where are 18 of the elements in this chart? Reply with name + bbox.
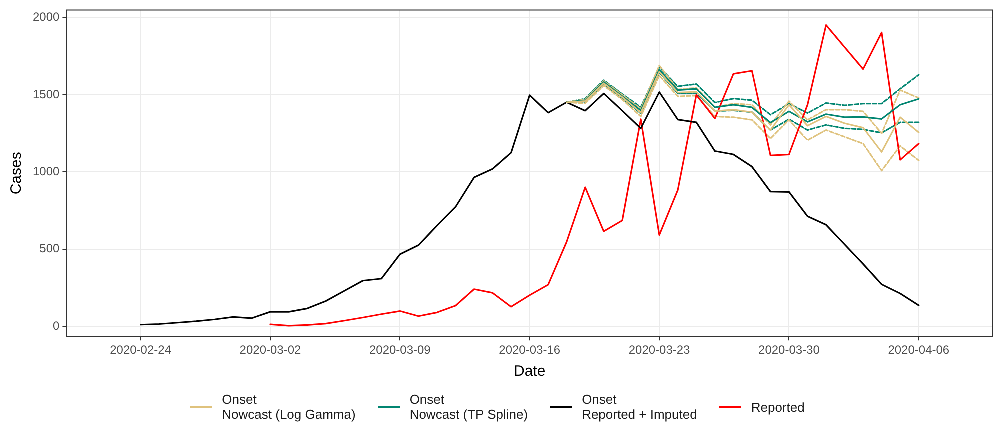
y-tick-label: 2000 — [32, 10, 60, 24]
legend-label: Onset Reported + Imputed — [582, 392, 698, 422]
y-tick-label: 1000 — [32, 164, 60, 179]
x-tick-label: 2020-03-02 — [240, 343, 302, 358]
x-axis-title: Date — [514, 363, 546, 380]
x-tick-label: 2020-03-16 — [499, 343, 561, 358]
x-tick-label: 2020-04-06 — [888, 343, 950, 358]
y-tick-label: 0 — [53, 318, 60, 333]
legend-label: Reported — [751, 400, 805, 414]
x-tick-label: 2020-03-30 — [758, 343, 820, 358]
y-tick-label: 1500 — [32, 87, 60, 102]
x-tick-label: 2020-02-24 — [110, 343, 172, 358]
legend-label: Onset Nowcast (TP Spline) — [410, 392, 528, 422]
y-tick-label: 500 — [40, 242, 60, 256]
legend-label: Onset Nowcast (Log Gamma) — [222, 392, 356, 422]
x-tick-label: 2020-03-23 — [628, 343, 691, 358]
y-axis-title: Cases — [8, 152, 26, 195]
x-tick-label: 2020-03-09 — [369, 343, 432, 358]
